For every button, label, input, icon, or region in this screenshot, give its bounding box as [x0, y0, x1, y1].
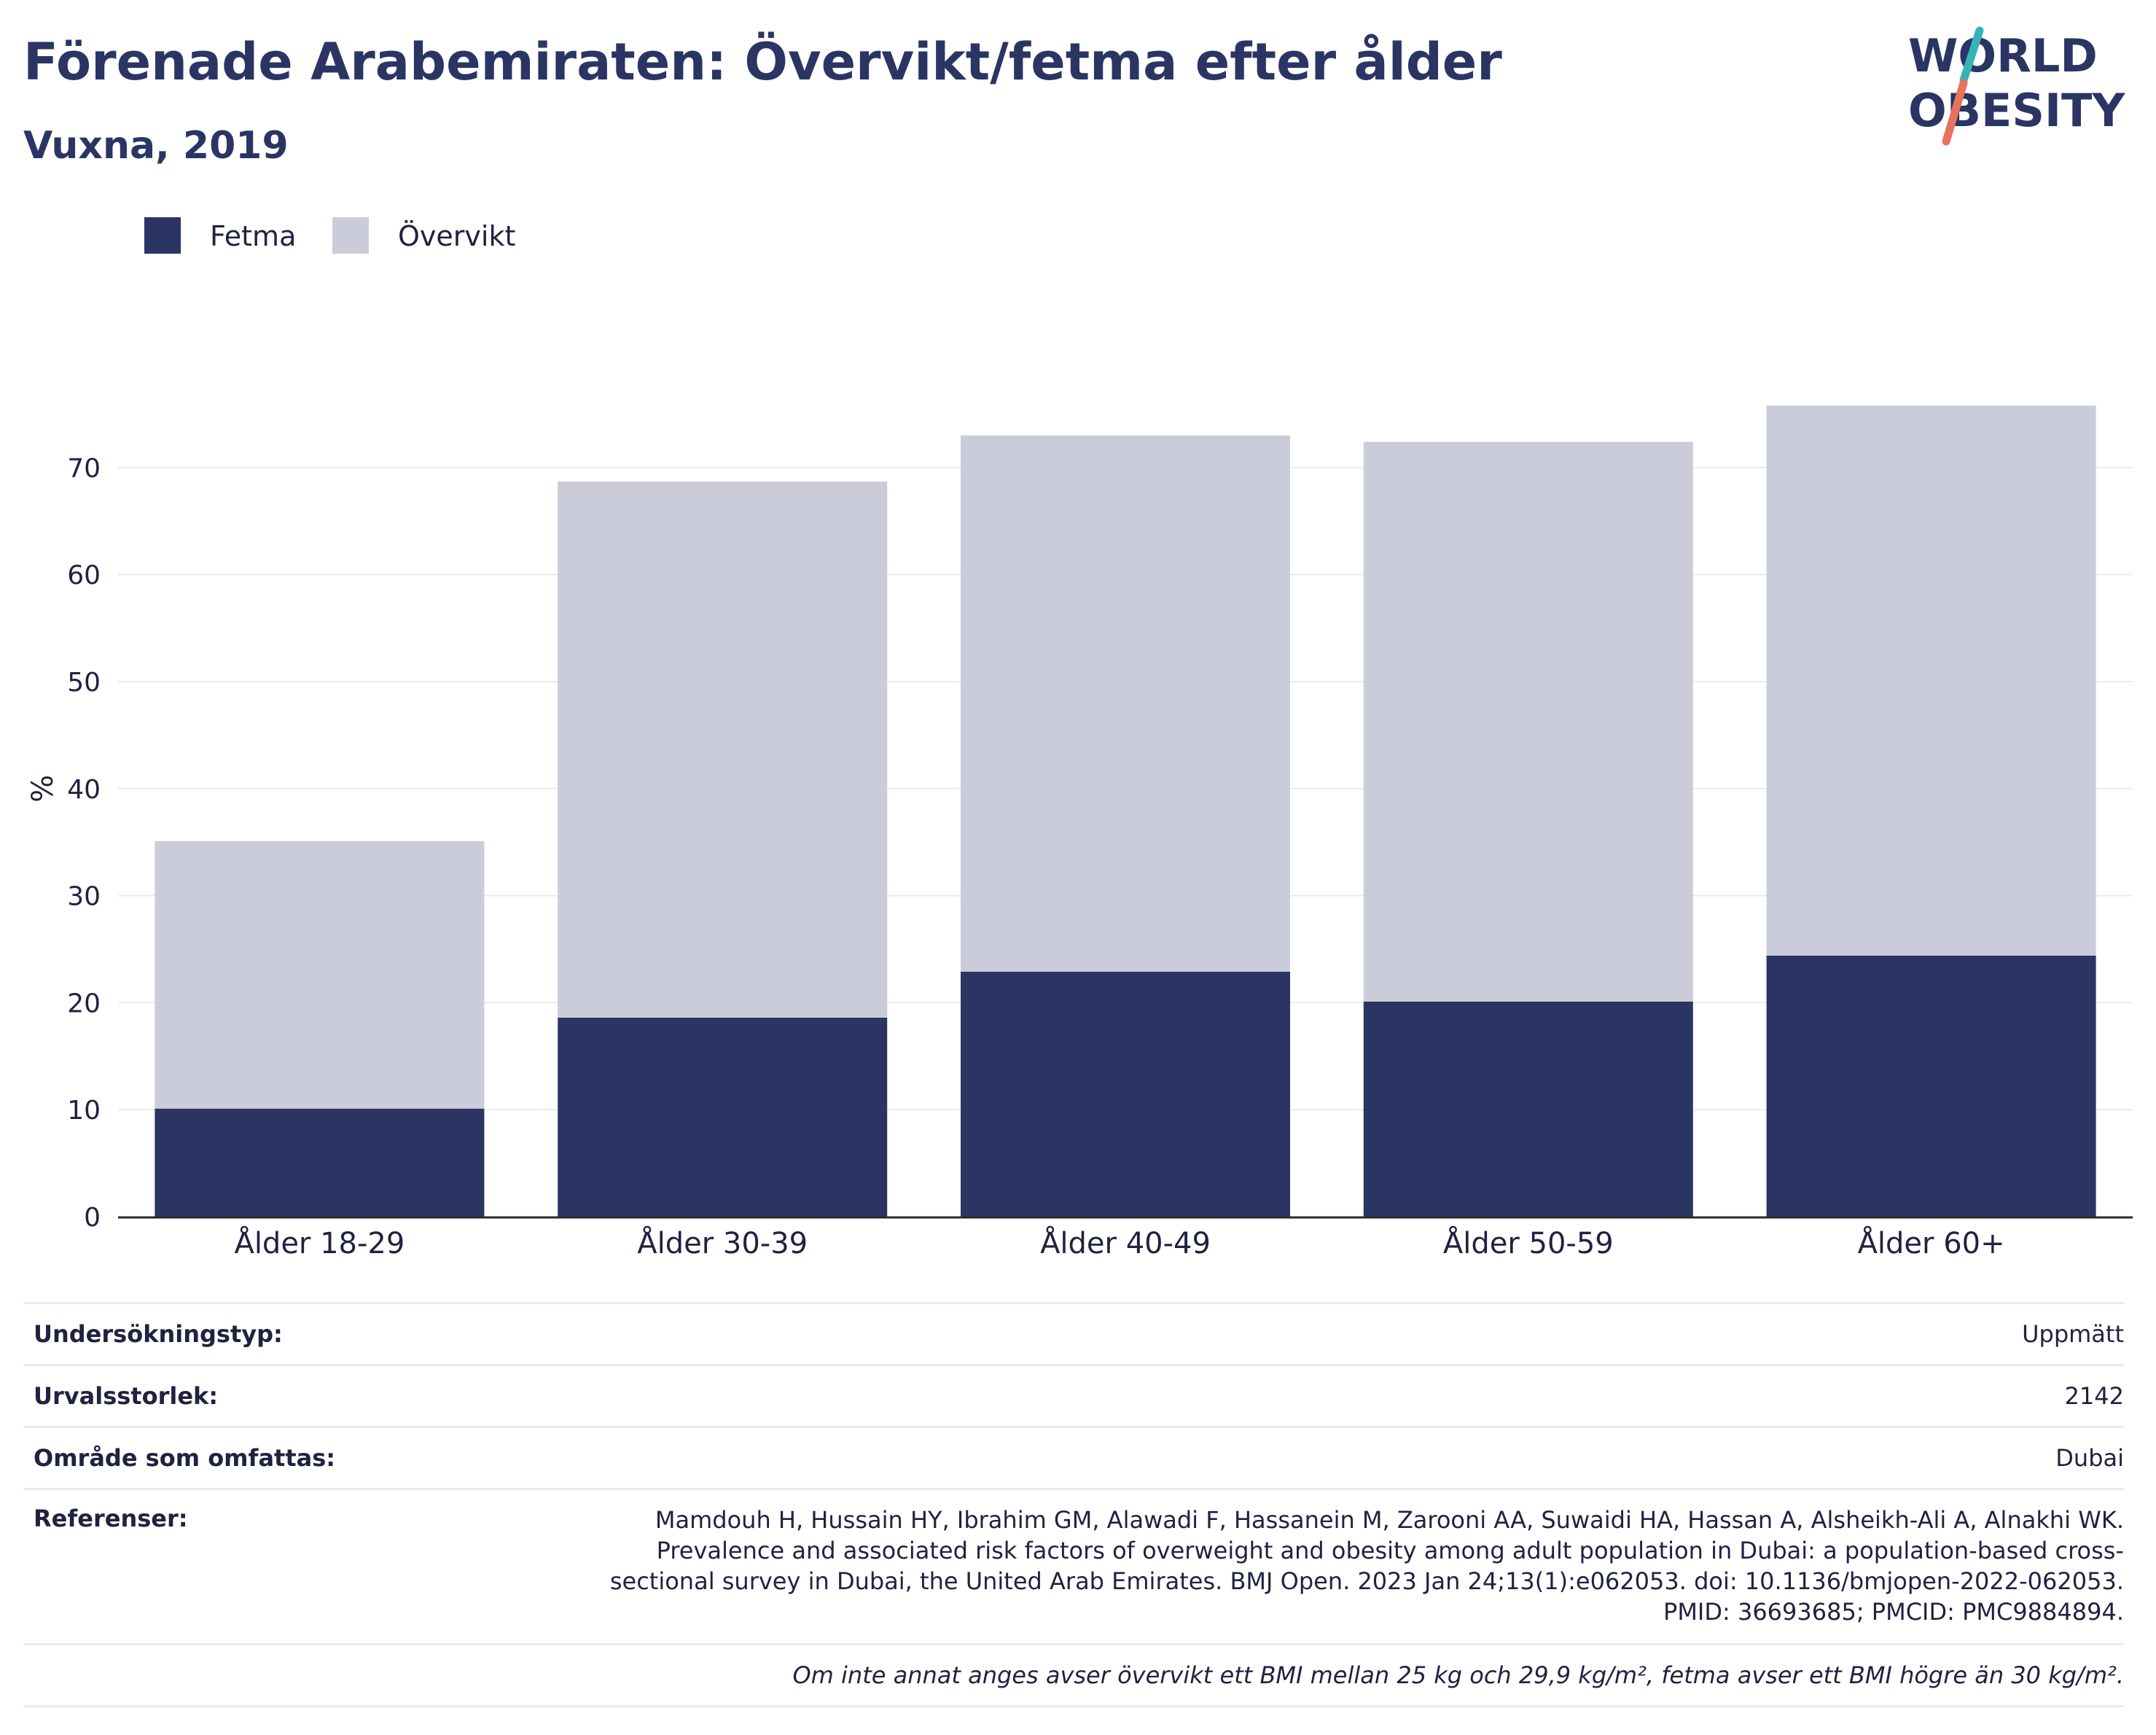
y-tick-label: 60: [67, 561, 101, 590]
bar-fetma[interactable]: [155, 1108, 485, 1217]
bar-overvikt[interactable]: [1766, 405, 2096, 956]
info-value: Dubai: [2055, 1444, 2124, 1472]
info-key: Undersökningstyp:: [34, 1320, 283, 1348]
bar-fetma[interactable]: [558, 1017, 888, 1217]
bmi-footnote: Om inte annat anges avser övervikt ett B…: [792, 1661, 2124, 1689]
bar-fetma[interactable]: [1363, 1001, 1693, 1217]
info-row-area: Område som omfattas: Dubai: [23, 1426, 2124, 1488]
info-key: Urvalsstorlek:: [34, 1382, 219, 1410]
info-key: Område som omfattas:: [34, 1444, 336, 1472]
info-value: Uppmätt: [2022, 1320, 2124, 1348]
legend-label-fetma: Fetma: [210, 220, 297, 252]
x-tick-label: Ålder 40-49: [1040, 1225, 1211, 1260]
y-tick-label: 40: [67, 775, 101, 805]
legend-swatch-overvikt: [332, 217, 369, 254]
y-tick-label: 50: [67, 668, 101, 698]
info-key: Referenser:: [34, 1505, 188, 1532]
references-text: Mamdouh H, Hussain HY, Ibrahim GM, Alawa…: [609, 1506, 2124, 1626]
bar-fetma[interactable]: [961, 971, 1290, 1217]
info-value: 2142: [2064, 1382, 2124, 1410]
info-row-references: Referenser: Mamdouh H, Hussain HY, Ibrah…: [23, 1488, 2124, 1643]
logo-slash-top: [1959, 26, 1984, 85]
y-axis-title: %: [26, 775, 60, 803]
logo-line-2: OBESITY: [1908, 84, 2125, 137]
y-tick-label: 20: [67, 989, 101, 1018]
world-obesity-logo: WORLD OBESITY: [1908, 26, 2125, 146]
legend-label-overvikt: Övervikt: [398, 220, 516, 252]
x-tick-label: Ålder 18-29: [234, 1225, 405, 1260]
y-tick-label: 70: [67, 453, 101, 483]
chart-title: Förenade Arabemiraten: Övervikt/fetma ef…: [23, 32, 1502, 92]
y-tick-label: 0: [84, 1203, 101, 1233]
bar-overvikt[interactable]: [961, 435, 1290, 972]
info-row-sample-size: Urvalsstorlek: 2142: [23, 1364, 2124, 1426]
logo-line-1: WORLD: [1908, 29, 2098, 82]
bar-overvikt[interactable]: [1363, 442, 1693, 1002]
bar-overvikt[interactable]: [155, 841, 485, 1109]
x-tick-label: Ålder 30-39: [637, 1225, 808, 1260]
x-tick-label: Ålder 50-59: [1443, 1225, 1614, 1260]
x-axis-ticks: Ålder 18-29 Ålder 30-39 Ålder 40-49 Ålder 5…: [234, 1225, 2004, 1260]
y-tick-label: 30: [67, 882, 101, 912]
bar-fetma[interactable]: [1766, 955, 2096, 1217]
y-axis-ticks: 0 10 20 30 40 50 60 70: [67, 453, 101, 1233]
info-row-survey-type: Undersökningstyp: Uppmätt: [23, 1302, 2124, 1364]
y-tick-label: 10: [67, 1096, 101, 1126]
footnote-row: Om inte annat anges avser övervikt ett B…: [23, 1643, 2124, 1707]
survey-info-table: Undersökningstyp: Uppmätt Urvalsstorlek:…: [23, 1302, 2124, 1707]
logo-slash-bottom: [1942, 79, 1968, 146]
bars: [155, 405, 2096, 1217]
chart-subtitle: Vuxna, 2019: [23, 124, 289, 168]
bar-overvikt[interactable]: [558, 481, 888, 1018]
x-tick-label: Ålder 60+: [1858, 1225, 2005, 1260]
legend-swatch-fetma: [144, 217, 181, 254]
